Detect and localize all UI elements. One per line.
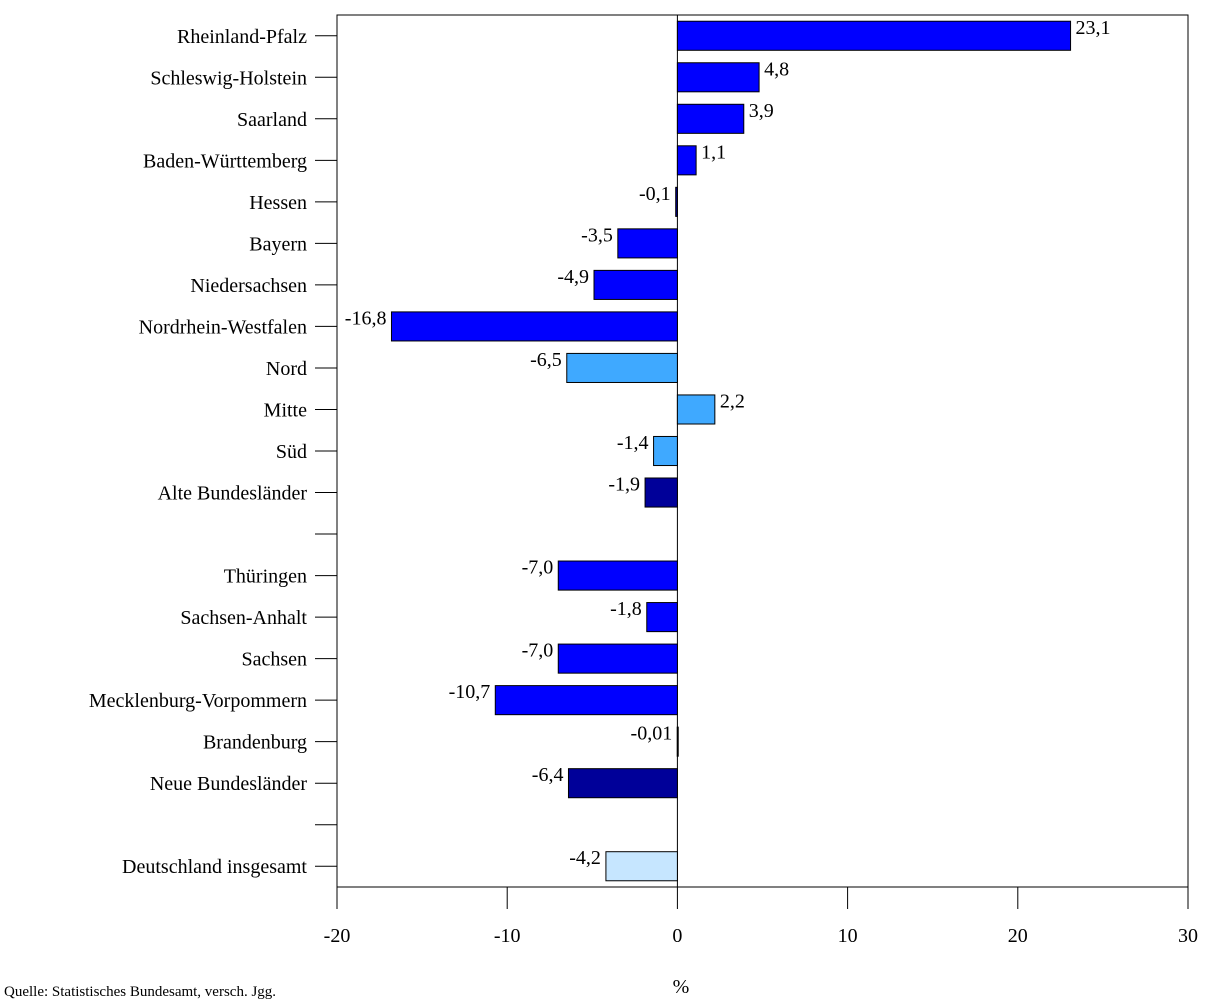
- x-tick-label: -10: [494, 925, 521, 947]
- y-tick-label: Alte Bundesländer: [158, 483, 308, 505]
- data-label: 23,1: [1076, 17, 1111, 39]
- data-label: -10,7: [449, 681, 491, 703]
- data-label: -6,4: [532, 764, 564, 786]
- x-tick-label: 0: [672, 925, 682, 947]
- bar: [676, 145, 697, 176]
- y-tick-label: Bayern: [249, 233, 307, 255]
- x-axis-label: %: [673, 976, 690, 998]
- y-tick-label: Mecklenburg-Vorpommern: [89, 690, 307, 712]
- y-tick-label: Schleswig-Holstein: [150, 67, 307, 89]
- data-label: 3,9: [749, 100, 774, 122]
- data-label: -7,0: [522, 557, 554, 579]
- y-tick-label: Hessen: [249, 192, 307, 214]
- data-label: -6,5: [530, 349, 562, 371]
- data-label: -1,4: [617, 432, 649, 454]
- y-tick-label: Nordrhein-Westfalen: [139, 316, 307, 338]
- bar: [566, 352, 678, 383]
- plot-frame: [336, 14, 1189, 888]
- data-label: -4,2: [569, 847, 601, 869]
- y-tick-label: Nord: [266, 358, 307, 380]
- data-label: -0,01: [631, 723, 673, 745]
- y-tick-label: Brandenburg: [203, 732, 307, 754]
- bar: [646, 602, 678, 633]
- bar: [676, 726, 679, 757]
- data-label: -0,1: [639, 183, 671, 205]
- bar: [653, 435, 678, 467]
- y-tick-label: Neue Bundesländer: [150, 773, 308, 795]
- bar: [567, 768, 678, 799]
- bar: [675, 186, 678, 217]
- data-label: -3,5: [581, 224, 613, 246]
- y-tick-label: Saarland: [237, 109, 307, 131]
- data-label: -7,0: [522, 640, 554, 662]
- data-label: -4,9: [557, 266, 589, 288]
- bar: [644, 477, 678, 508]
- data-label: 2,2: [720, 390, 745, 412]
- y-tick-label: Rheinland-Pfalz: [177, 26, 307, 48]
- bar: [676, 394, 716, 425]
- bar: [676, 20, 1072, 51]
- x-tick-label: 30: [1178, 925, 1198, 947]
- x-tick-label: 20: [1008, 925, 1028, 947]
- y-tick-label: Baden-Württemberg: [143, 150, 307, 172]
- bar: [605, 851, 678, 882]
- bar: [593, 269, 678, 300]
- bar: [390, 311, 678, 342]
- x-tick-label: -20: [324, 925, 351, 947]
- data-label: 4,8: [764, 58, 789, 80]
- y-tick-label: Sachsen-Anhalt: [180, 607, 307, 629]
- bar: [676, 62, 760, 93]
- data-label: -1,9: [608, 474, 640, 496]
- data-label: -1,8: [610, 598, 642, 620]
- data-label: -16,8: [345, 307, 387, 329]
- y-tick-label: Süd: [276, 441, 307, 463]
- bar: [557, 643, 678, 674]
- y-tick-label: Thüringen: [224, 566, 307, 588]
- bar: [494, 685, 678, 716]
- y-tick-label: Sachsen: [241, 649, 307, 671]
- bar: [676, 103, 745, 134]
- bar: [557, 560, 678, 591]
- data-label: 1,1: [701, 141, 726, 163]
- y-tick-label: Deutschland insgesamt: [122, 856, 307, 878]
- y-tick-label: Mitte: [264, 399, 307, 421]
- y-tick-label: Niedersachsen: [190, 275, 307, 297]
- bar: [617, 228, 678, 259]
- x-tick-label: 10: [838, 925, 858, 947]
- source-note: Quelle: Statistisches Bundesamt, versch.…: [4, 984, 277, 1000]
